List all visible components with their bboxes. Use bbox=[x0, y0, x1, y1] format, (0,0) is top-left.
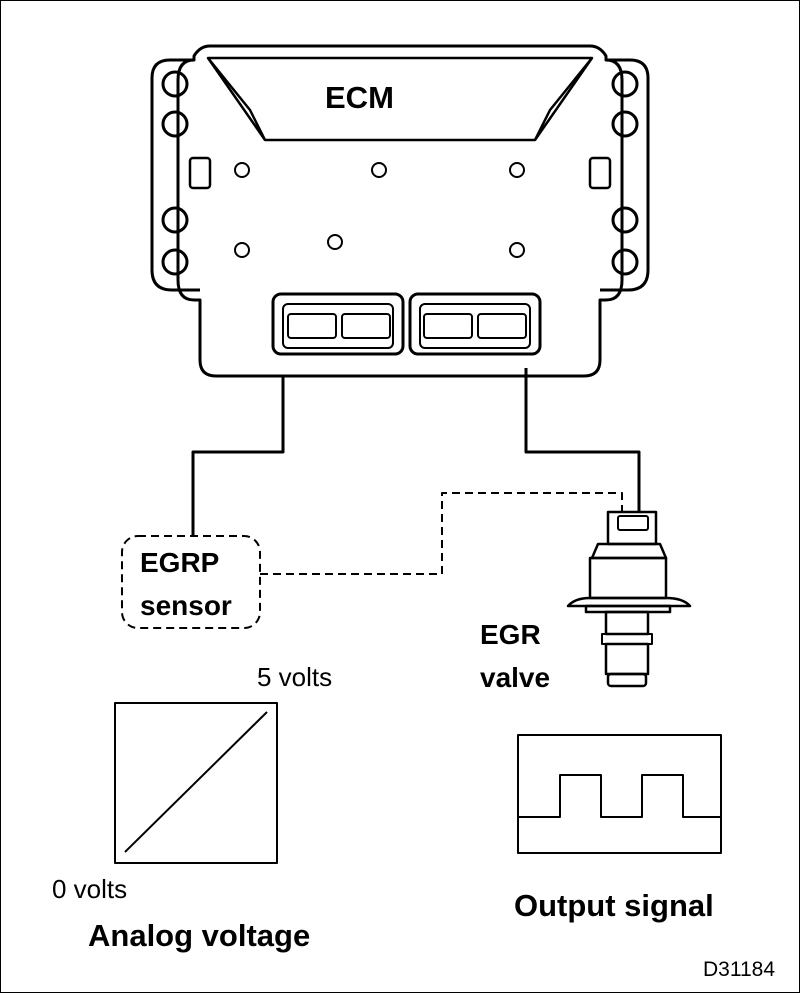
ecm-label: ECM bbox=[325, 80, 394, 115]
ecm-housing bbox=[176, 44, 624, 378]
ecm-connector-left bbox=[271, 292, 405, 356]
mount-hole bbox=[161, 110, 189, 138]
output-graph-box bbox=[517, 734, 722, 854]
analog-ramp-line bbox=[124, 711, 268, 853]
egrp-sensor-label-line1: EGRP bbox=[140, 547, 220, 578]
ecm-top-panel bbox=[206, 56, 594, 142]
figure-id: D31184 bbox=[703, 958, 776, 981]
ecm-connector-right bbox=[408, 292, 542, 356]
ecm-tab bbox=[188, 156, 212, 190]
egr-valve-label-line2: valve bbox=[480, 662, 551, 693]
egr-valve-label-line1: EGR bbox=[480, 619, 541, 650]
output-square-wave bbox=[518, 774, 721, 818]
ecm-right-flange bbox=[600, 58, 650, 292]
mount-hole bbox=[161, 248, 189, 276]
sensor-linkage bbox=[260, 492, 623, 575]
ecm-left-flange bbox=[150, 58, 200, 292]
egrp-sensor-box bbox=[121, 535, 261, 629]
ecm-tab bbox=[588, 156, 612, 190]
bolt-hole bbox=[234, 242, 250, 258]
mount-hole bbox=[161, 70, 189, 98]
egrp-sensor-label-line2: sensor bbox=[140, 590, 232, 621]
mount-hole bbox=[611, 206, 639, 234]
valve-wire bbox=[524, 368, 641, 512]
analog-caption: Analog voltage bbox=[88, 918, 311, 953]
sensor-wire bbox=[191, 376, 285, 536]
bolt-hole bbox=[509, 242, 525, 258]
mount-hole bbox=[611, 248, 639, 276]
output-caption: Output signal bbox=[514, 888, 714, 923]
mount-hole bbox=[611, 110, 639, 138]
analog-max-label: 5 volts bbox=[257, 662, 333, 692]
bolt-hole bbox=[371, 162, 387, 178]
mount-hole bbox=[611, 70, 639, 98]
bolt-hole bbox=[509, 162, 525, 178]
mount-hole bbox=[161, 206, 189, 234]
bolt-hole bbox=[327, 234, 343, 250]
egr-valve-body bbox=[566, 510, 692, 688]
analog-min-label: 0 volts bbox=[52, 874, 128, 904]
analog-graph-box bbox=[114, 702, 278, 864]
bolt-hole bbox=[234, 162, 250, 178]
